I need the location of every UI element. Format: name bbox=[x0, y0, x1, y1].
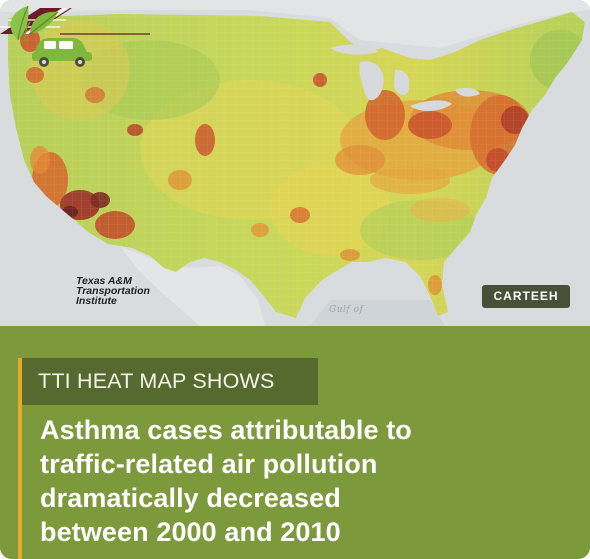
heat-map: Gulf of Texas A&M Transportation Institu… bbox=[0, 0, 590, 326]
headline-line-2: traffic-related air pollution bbox=[40, 449, 378, 479]
headline-line-3: dramatically decreased bbox=[40, 483, 341, 513]
us-heat-map-graphic bbox=[0, 0, 590, 326]
headline-line-4: between 2000 and 2010 bbox=[40, 517, 341, 547]
lake-huron bbox=[394, 69, 410, 95]
headline-line-1: Asthma cases attributable to bbox=[40, 415, 412, 445]
lake-ontario bbox=[455, 87, 480, 97]
canada-landmass bbox=[0, 0, 590, 48]
lake-superior bbox=[330, 44, 378, 55]
gulf-of-mexico-label: Gulf of bbox=[329, 305, 364, 315]
gulf-water bbox=[310, 300, 445, 326]
tti-logo-line-3: Institute bbox=[76, 295, 117, 307]
mexico-landmass bbox=[120, 246, 265, 326]
accent-bar bbox=[18, 377, 22, 559]
headline[interactable]: Asthma cases attributable to traffic-rel… bbox=[40, 413, 580, 549]
lake-michigan bbox=[359, 61, 384, 101]
leaf-car-icon bbox=[10, 5, 92, 67]
heat-overlay bbox=[8, 12, 585, 318]
tti-logo-line-1: Texas A&M bbox=[76, 275, 132, 287]
kicker-accent bbox=[18, 358, 22, 405]
kicker-label: TTI HEAT MAP SHOWS bbox=[18, 358, 318, 405]
tti-logo-text: Texas A&M Transportation Institute bbox=[76, 275, 150, 307]
lake-erie bbox=[410, 100, 452, 112]
carteeh-logo-label: CARTEEH bbox=[482, 285, 570, 308]
tti-logo-line-2: Transportation bbox=[76, 285, 150, 297]
